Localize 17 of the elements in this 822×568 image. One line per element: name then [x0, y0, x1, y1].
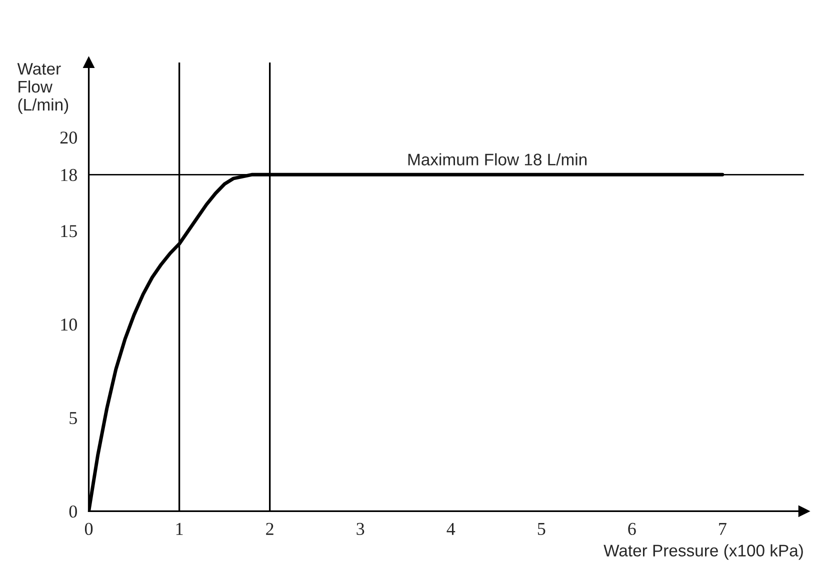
ref-line-label: Maximum Flow 18 L/min	[408, 153, 587, 166]
y-tick-label: 5	[70, 412, 77, 424]
x-tick-label: 4	[446, 522, 456, 535]
x-tick-label: 2	[266, 522, 274, 535]
x-tick-label: 7	[719, 523, 726, 535]
y-tick-label: 10	[61, 318, 77, 331]
x-tick-label: 3	[356, 522, 364, 536]
x-tick-label: 6	[628, 522, 636, 536]
y-axis-title: Water Flow (L/min)	[17, 63, 68, 114]
y-tick-label: 20	[60, 132, 77, 144]
x-axis-title: Water Pressure (x100 kPa)	[604, 544, 803, 560]
y-tick-label: 0	[69, 505, 77, 518]
x-tick-label: 0	[84, 522, 93, 536]
x-tick-label: 1	[176, 522, 183, 535]
y-tick-label: 18	[61, 168, 77, 182]
x-tick-label: 5	[538, 523, 546, 536]
y-tick-label: 15	[61, 225, 77, 238]
